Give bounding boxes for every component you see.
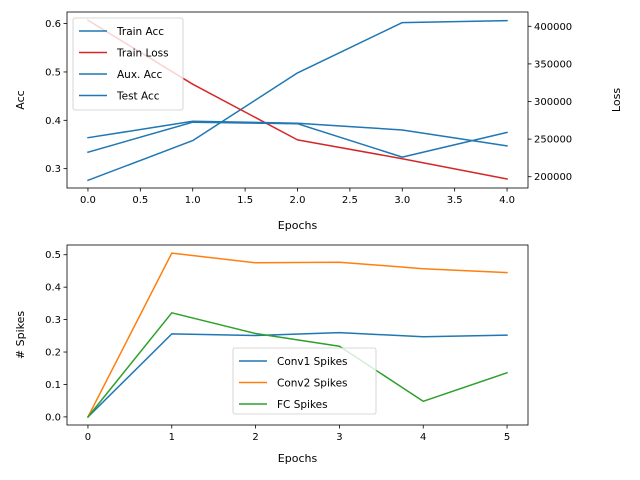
x-tick-label: 3.0 — [394, 195, 410, 206]
series-line-conv1-spikes — [86, 331, 508, 418]
legend-box — [72, 17, 184, 111]
x-tick-label: 2.5 — [342, 195, 358, 206]
y-tick-label: 0.2 — [45, 348, 61, 359]
y2-tick-label: 250000 — [534, 135, 572, 146]
y2-tick-label: 200000 — [534, 172, 572, 183]
x-tick-label: 3.5 — [447, 195, 463, 206]
x-tick-label: 0.0 — [80, 195, 96, 206]
legend-entry: Aux. Acc — [117, 69, 162, 81]
x-tick-label: 1 — [169, 432, 175, 443]
y-axis-label: Acc — [14, 90, 27, 109]
y-tick-label: 0.3 — [45, 315, 61, 326]
y-tick-label: 0.4 — [45, 116, 61, 127]
legend: Train Acc Train Loss Aux. Acc Test Acc — [72, 17, 184, 111]
plot-frame — [66, 11, 529, 189]
x-tick-label: 2 — [252, 432, 258, 443]
y2-tick-label: 400000 — [534, 22, 572, 33]
x-tick-label: 5 — [504, 432, 510, 443]
x-axis-label: Epochs — [278, 452, 318, 465]
x-tick-label: 3 — [336, 432, 342, 443]
y2-axis-label: Loss — [610, 88, 623, 112]
x-tick-label: 2.0 — [290, 195, 306, 206]
legend-entry: Conv1 Spikes — [277, 356, 348, 368]
legend-entry: Conv2 Spikes — [277, 378, 348, 390]
x-tick-label: 0 — [85, 432, 91, 443]
y2-tick-label: 300000 — [534, 97, 572, 108]
series-line-test-acc — [87, 121, 508, 158]
y-tick-label: 0.6 — [45, 19, 61, 30]
x-axis-label: Epochs — [278, 219, 318, 232]
series-line-train-acc — [87, 19, 508, 182]
top-chart: 0.0 0.5 1.0 1.5 2.0 2.5 3.0 3.5 4.0 0.3 0.4 0.5 0.6 2… — [14, 11, 623, 232]
x-tick-label: 1.0 — [185, 195, 201, 206]
series-line-conv2-spikes — [86, 252, 508, 418]
plot-frame — [66, 244, 529, 426]
y-tick-label: 0.4 — [45, 283, 61, 294]
x-tick-label: 0.5 — [132, 195, 148, 206]
y2-tick-label: 350000 — [534, 59, 572, 70]
legend-entry: Test Acc — [116, 91, 160, 103]
y-axis-label: # Spikes — [14, 311, 27, 359]
legend-entry: FC Spikes — [277, 399, 328, 411]
y-tick-label: 0.5 — [45, 67, 61, 78]
x-tick-label: 4.0 — [499, 195, 515, 206]
legend-box — [232, 347, 377, 415]
y-tick-label: 0.3 — [45, 164, 61, 175]
legend-entry: Train Acc — [116, 26, 164, 38]
legend-entry: Train Loss — [116, 48, 169, 60]
x-tick-label: 1.5 — [237, 195, 253, 206]
y-tick-label: 0.1 — [45, 380, 61, 391]
legend: Conv1 Spikes Conv2 Spikes FC Spikes — [232, 347, 377, 415]
series-line-fc-spikes — [86, 312, 508, 418]
y-tick-label: 0.5 — [45, 250, 61, 261]
y-tick-label: 0.0 — [45, 412, 61, 423]
bottom-chart: 0 1 2 3 4 5 0.0 0.1 0.2 0.3 0.4 0.5 Epochs # Spikes Co… — [14, 244, 529, 465]
x-tick-label: 4 — [420, 432, 426, 443]
